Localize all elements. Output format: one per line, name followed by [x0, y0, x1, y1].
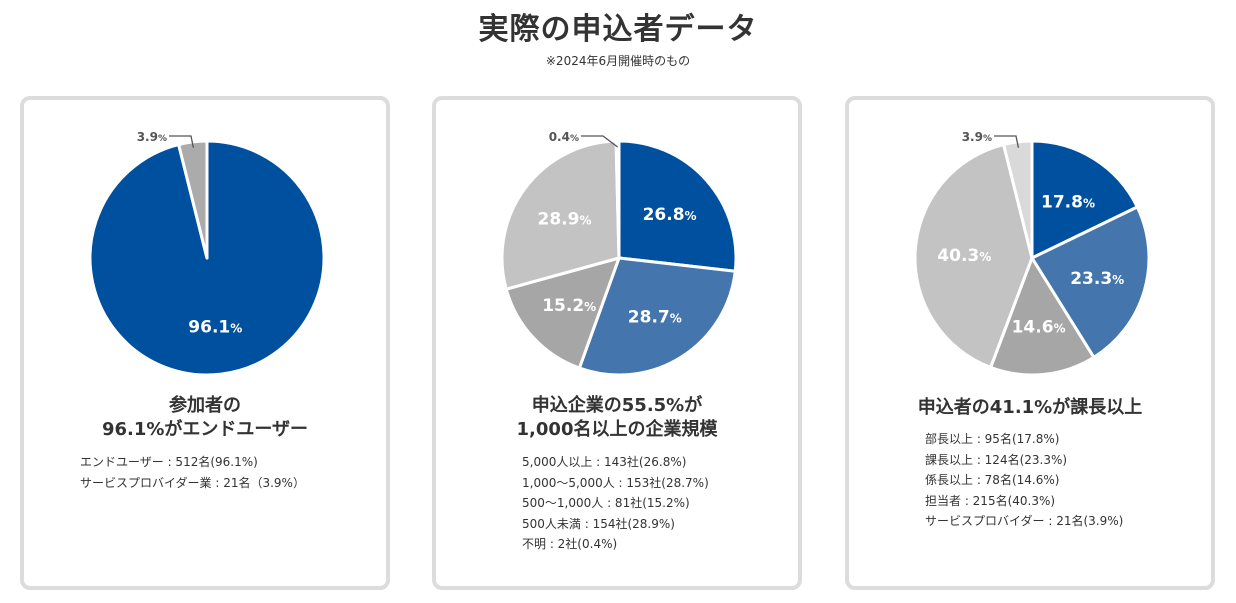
slice-label: 3.9%: [137, 130, 167, 144]
pie-slice: [500, 139, 621, 291]
detail-list: 5,000人以上 : 143社(26.8%) 1,000〜5,000人 : 15…: [522, 452, 709, 555]
slice-label: 23.3%: [1070, 269, 1124, 289]
pie-slice: [1030, 139, 1139, 260]
page-note: ※2024年6月開催時のもの: [545, 54, 691, 68]
pie-slice: [1030, 205, 1151, 359]
card-heading: 申込企業の55.5%が 1,000名以上の企業規模: [446, 394, 788, 442]
pie-chart: 17.8% 23.3% 14.6% 40.3% 3.9%: [913, 130, 1151, 377]
detail-item: 500〜1,000人 : 81社(15.2%): [522, 496, 690, 510]
detail-item: サービスプロバイダー : 21名(3.9%): [925, 514, 1124, 528]
pie-slice: [504, 256, 621, 370]
slice-label: 26.8%: [643, 205, 697, 225]
slice-label: 15.2%: [542, 296, 596, 316]
callout-line: [994, 135, 1020, 148]
detail-item: 1,000〜5,000人 : 153社(28.7%): [522, 475, 709, 490]
callout-line: [581, 135, 618, 148]
pie-slice: [989, 256, 1096, 377]
card-heading-line: 参加者の: [169, 395, 241, 416]
card-heading-line: 申込企業の55.5%が: [531, 395, 703, 416]
chart-card-end-user: 96.1% 3.9% 参加者の 96.1%がエンドユーザー エンドユーザー : 5…: [20, 96, 390, 590]
chart-card-job-level: 17.8% 23.3% 14.6% 40.3% 3.9% 申込者の41.1%が課長以上 …: [845, 96, 1215, 590]
detail-list: エンドユーザー : 512名(96.1%) サービスプロバイダー業 : 21名（…: [80, 452, 305, 493]
pie-slice: [617, 139, 738, 273]
detail-list: 部長以上 : 95名(17.8%) 課長以上 : 124名(23.3%) 係長以…: [925, 429, 1123, 532]
pie-chart: 26.8% 28.7% 15.2% 28.9% 0.4%: [500, 130, 738, 377]
slice-label: 28.9%: [538, 210, 592, 230]
slice-label: 17.8%: [1041, 193, 1095, 213]
card-heading-line: 96.1%がエンドユーザー: [101, 419, 309, 440]
card-heading: 参加者の 96.1%がエンドユーザー: [34, 394, 376, 442]
slice-label: 14.6%: [1012, 318, 1066, 338]
detail-item: 担当者 : 215名(40.3%): [925, 493, 1056, 508]
detail-item: 部長以上 : 95名(17.8%): [925, 432, 1060, 446]
detail-item: 5,000人以上 : 143社(26.8%): [522, 455, 687, 469]
card-heading: 申込者の41.1%が課長以上: [859, 396, 1201, 420]
detail-item: サービスプロバイダー業 : 21名（3.9%）: [80, 475, 305, 490]
slice-label: 96.1%: [188, 317, 242, 337]
pie-slice: [913, 143, 1034, 369]
callout-line: [169, 135, 195, 148]
detail-item: エンドユーザー : 512名(96.1%): [80, 455, 258, 469]
detail-item: 500人未満 : 154社(28.9%): [522, 516, 675, 531]
page-title: 実際の申込者データ: [478, 12, 758, 47]
pie-slice: [614, 139, 621, 260]
pie-slice: [577, 256, 737, 377]
pie-chart: 96.1% 3.9%: [88, 130, 326, 377]
slice-label: 0.4%: [549, 130, 579, 144]
card-heading-line: 申込者の41.1%が課長以上: [917, 397, 1143, 418]
detail-item: 係長以上 : 78名(14.6%): [925, 473, 1060, 487]
slice-label: 40.3%: [937, 246, 991, 266]
chart-card-company-size: 26.8% 28.7% 15.2% 28.9% 0.4% 申込企業の55.5%が 1,0…: [432, 96, 802, 590]
detail-item: 不明 : 2社(0.4%): [522, 537, 618, 551]
slice-label: 28.7%: [628, 308, 682, 328]
slice-label: 3.9%: [962, 130, 992, 144]
card-heading-line: 1,000名以上の企業規模: [516, 419, 718, 440]
detail-item: 課長以上 : 124名(23.3%): [925, 452, 1068, 467]
